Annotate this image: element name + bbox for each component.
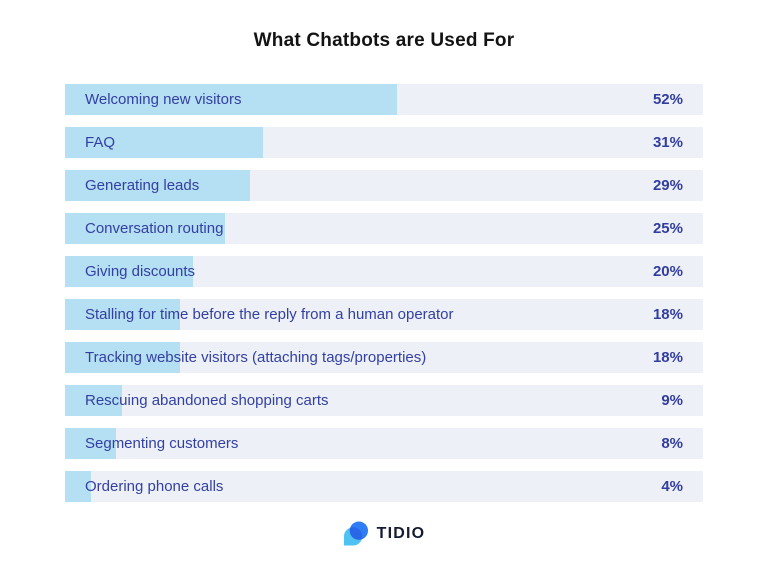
- bar-value: 31%: [652, 134, 683, 151]
- bar-row: Segmenting customers 8%: [65, 428, 703, 459]
- bar-row: Conversation routing 25%: [65, 213, 703, 244]
- bar-fill: [65, 385, 123, 416]
- bar-value: 18%: [652, 349, 683, 366]
- bar-fill: [65, 428, 117, 459]
- bar-label: Generating leads: [85, 177, 200, 194]
- bar-value: 25%: [652, 220, 683, 237]
- bar-row: Tracking website visitors (attaching tag…: [65, 342, 703, 373]
- footer-logo: TIDIO: [0, 521, 768, 547]
- bar-fill: [65, 127, 263, 158]
- brand-name: TIDIO: [376, 525, 426, 542]
- bar-row: Ordering phone calls 4%: [65, 471, 703, 502]
- bar-fill: [65, 342, 180, 373]
- bar-label: Ordering phone calls: [85, 478, 224, 495]
- bar-label: Segmenting customers: [85, 435, 239, 452]
- bar-value: 9%: [661, 392, 683, 409]
- bar-label: Giving discounts: [85, 263, 196, 280]
- bar-row: Stalling for time before the reply from …: [65, 299, 703, 330]
- bar-label: Stalling for time before the reply from …: [85, 306, 454, 323]
- bar-label: Welcoming new visitors: [85, 91, 242, 108]
- bar-value: 18%: [652, 306, 683, 323]
- bar-row: Rescuing abandoned shopping carts 9%: [65, 385, 703, 416]
- bar-fill: [65, 84, 397, 115]
- bar-value: 52%: [652, 91, 683, 108]
- bar-fill: [65, 170, 251, 201]
- bar-value: 8%: [661, 435, 683, 452]
- bar-fill: [65, 299, 180, 330]
- chart-title: What Chatbots are Used For: [253, 30, 515, 51]
- bar-row: Giving discounts 20%: [65, 256, 703, 287]
- bar-row: Generating leads 29%: [65, 170, 703, 201]
- bar-fill: [65, 256, 193, 287]
- bar-row: Welcoming new visitors 52%: [65, 84, 703, 115]
- bar-row: FAQ 31%: [65, 127, 703, 158]
- bar-fill: [65, 471, 91, 502]
- bar-label: FAQ: [85, 134, 116, 151]
- bar-label: Tracking website visitors (attaching tag…: [85, 349, 427, 366]
- bar-value: 20%: [652, 263, 683, 280]
- bar-value: 29%: [652, 177, 683, 194]
- tidio-chat-bubble-icon: [343, 521, 368, 546]
- bar-chart: Welcoming new visitors 52% FAQ 31% Gener…: [65, 84, 703, 502]
- bar-label: Rescuing abandoned shopping carts: [85, 392, 329, 409]
- bar-label: Conversation routing: [85, 220, 224, 237]
- bar-fill: [65, 213, 225, 244]
- bar-value: 4%: [661, 478, 683, 495]
